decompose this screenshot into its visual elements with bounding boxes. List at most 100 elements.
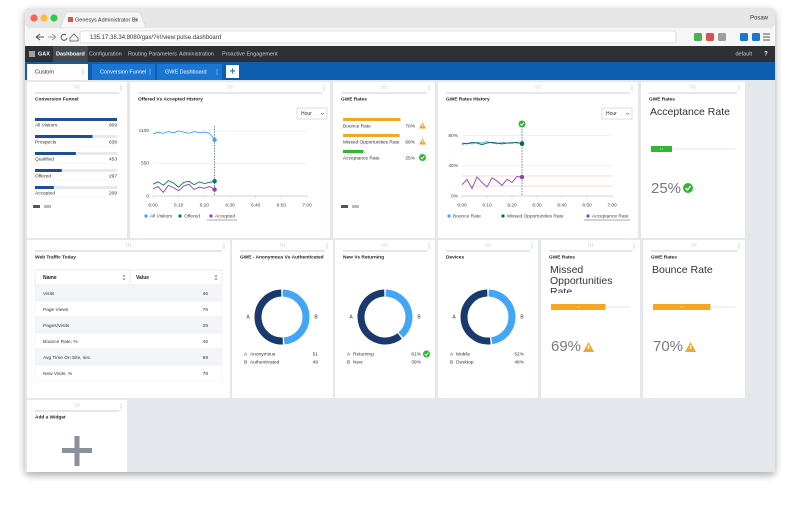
menu-dot[interactable] [531,247,533,249]
window-button[interactable] [40,14,48,22]
menu-dot[interactable] [633,247,635,249]
interval-label[interactable]: Hour [301,111,312,117]
menu-dot[interactable] [531,245,533,247]
profile[interactable]: default [735,51,752,57]
tab-label[interactable]: Conversion Funnel [100,69,146,75]
menu-dot[interactable] [149,69,151,71]
menu-dot[interactable] [631,87,633,89]
menu-dot[interactable] [120,405,122,407]
extension-icon[interactable] [694,33,702,41]
menu-dot[interactable] [531,243,533,245]
menu-dot[interactable] [223,243,225,245]
menu-dot[interactable] [120,407,122,409]
dashboard-tab[interactable] [27,64,88,80]
add-tab-button[interactable] [226,65,239,78]
menu-dot[interactable] [326,243,328,245]
forward-button[interactable] [48,33,57,41]
menu-dot[interactable] [120,89,122,91]
table-header [34,269,223,286]
browser-menu[interactable] [763,33,770,41]
menu-dot[interactable] [223,245,225,247]
menu-dot[interactable] [738,247,740,249]
nav-item[interactable]: Administration [179,51,214,57]
tab-label[interactable]: GWE Dashboard [165,69,207,75]
extension-icon[interactable] [718,33,726,41]
nav-item[interactable]: Dashboard [56,51,85,57]
window-button[interactable] [30,14,38,22]
menu-dot[interactable] [323,89,325,91]
kpi-title-box: Missed Opportunities Rate [550,265,612,293]
menu-dot[interactable] [216,69,218,71]
nav-item[interactable]: Configuration [89,51,122,57]
kpi-title-box: Acceptance Rate [650,107,730,118]
column-header[interactable]: Name [43,275,57,281]
menu-dot[interactable] [738,89,740,91]
view-toggle[interactable] [33,205,40,208]
legend-label[interactable]: Bounce Rate [453,213,481,219]
legend-label[interactable]: Missed Opportunities Rate [507,213,564,219]
add-tab-label[interactable]: + [230,66,236,77]
interval-dropdown[interactable] [601,107,633,120]
menu-dot[interactable] [738,87,740,89]
legend-label[interactable]: Acceptance Rate [592,213,629,219]
view-toggle[interactable] [44,205,51,208]
help[interactable]: ? [764,52,768,58]
extension-icon[interactable] [740,33,748,41]
view-toggle[interactable] [352,205,359,208]
dashboard-tab[interactable] [157,64,222,80]
reload-button[interactable] [60,33,68,41]
address-bar[interactable] [79,30,677,44]
view-toggle[interactable] [341,205,348,208]
menu-dot[interactable] [120,87,122,89]
menu-dot[interactable] [326,245,328,247]
menu-dot[interactable] [428,87,430,89]
kpi-value: 70% [653,338,683,355]
sort-icon[interactable] [214,274,218,281]
menu-dot[interactable] [738,85,740,87]
legend-label[interactable]: Accepted [215,213,235,219]
extension-icon[interactable] [706,33,714,41]
nav-item[interactable]: Routing Parameters [128,51,177,57]
menu-dot[interactable] [120,403,122,405]
tab-close[interactable] [133,17,138,22]
menu-dot[interactable] [428,89,430,91]
menu-dot[interactable] [120,85,122,87]
menu-dot[interactable] [82,73,84,75]
menu-dot[interactable] [216,73,218,75]
interval-label[interactable]: Hour [606,111,617,117]
menu-dot[interactable] [323,87,325,89]
window-button[interactable] [50,14,58,22]
dashboard-tab[interactable] [92,64,155,80]
nav-item[interactable]: Proactive Engagement [222,51,278,57]
menu-dot[interactable] [738,245,740,247]
menu-dot[interactable] [428,85,430,87]
column-header[interactable]: Value [136,275,149,281]
menu-dot[interactable] [633,245,635,247]
legend-label[interactable]: Offered [184,213,200,219]
extension-icon[interactable] [752,33,760,41]
sort-icon[interactable] [122,274,126,281]
back-button[interactable] [35,33,44,41]
add-widget-plus[interactable] [74,436,80,466]
slice-key: B [417,314,421,320]
legend-label[interactable]: All Visitors [150,213,173,219]
cell-name: New Visits, % [43,371,73,377]
menu-dot[interactable] [149,71,151,73]
menu-dot[interactable] [633,243,635,245]
home-button[interactable] [69,33,79,42]
menu-dot[interactable] [631,89,633,91]
menu-dot[interactable] [738,243,740,245]
menu-dot[interactable] [82,69,84,71]
menu-dot[interactable] [149,73,151,75]
menu-dot[interactable] [82,71,84,73]
menu-dot[interactable] [428,243,430,245]
menu-dot[interactable] [223,247,225,249]
menu-dot[interactable] [216,71,218,73]
menu-dot[interactable] [323,85,325,87]
menu-dot[interactable] [428,247,430,249]
menu-dot[interactable] [631,85,633,87]
menu-dot[interactable] [326,247,328,249]
menu-dot[interactable] [428,245,430,247]
tab-label[interactable]: Custom [35,69,54,75]
interval-dropdown[interactable] [296,107,328,120]
